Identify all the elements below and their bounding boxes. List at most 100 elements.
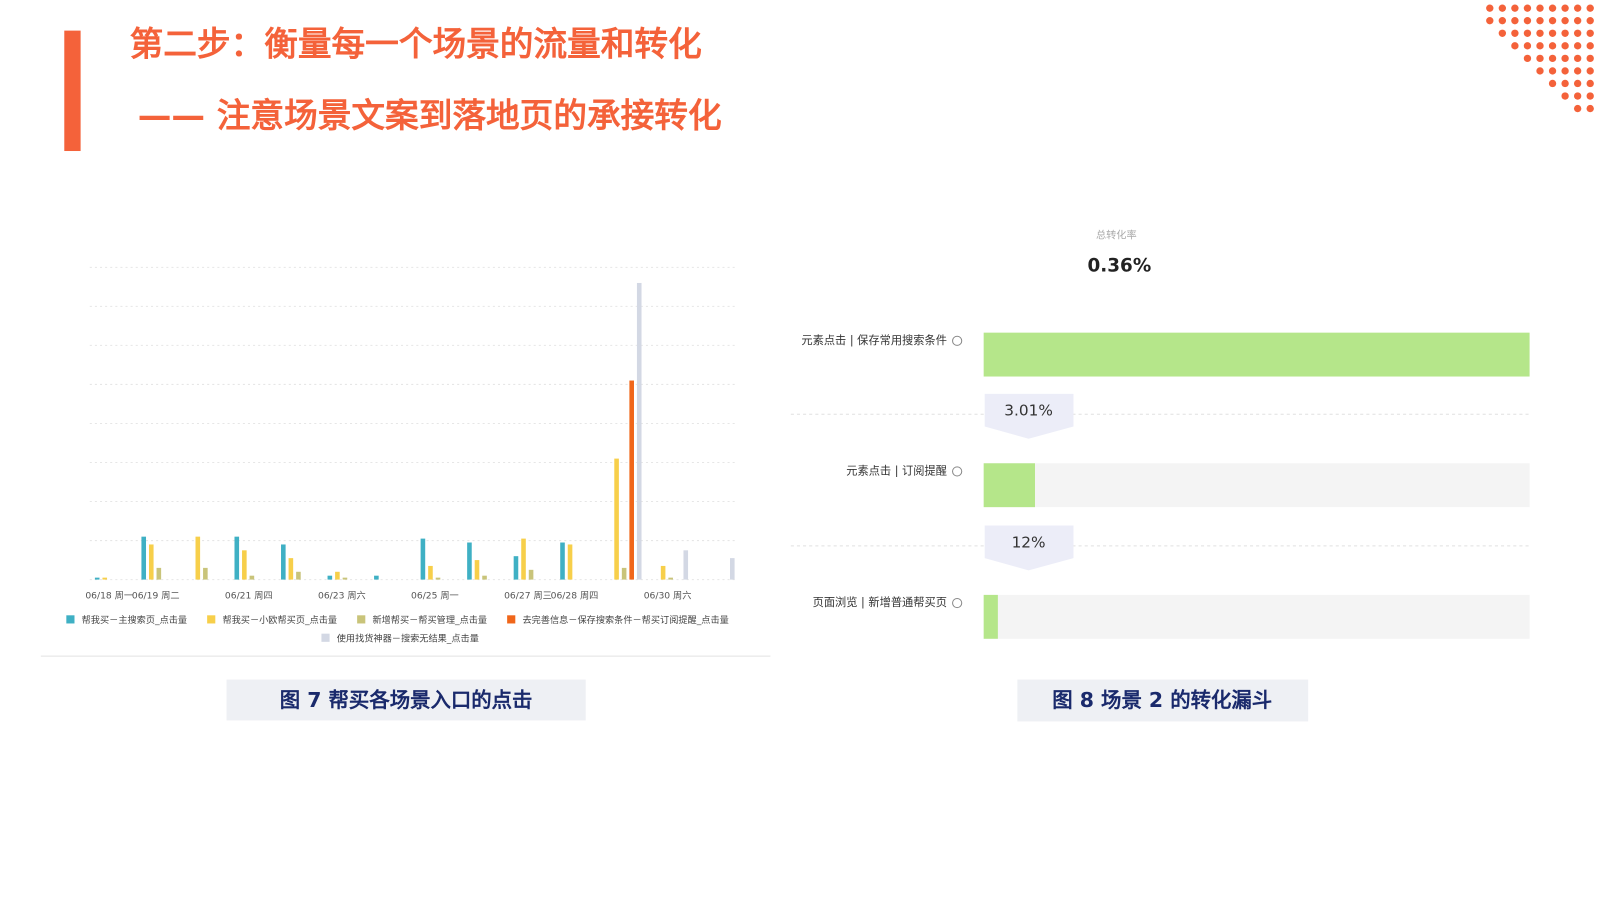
caption: 图 7 帮买各场景入口的点击 bbox=[280, 688, 533, 712]
decor-dot bbox=[1511, 42, 1519, 50]
bar bbox=[288, 558, 294, 580]
stage-label: 页面浏览 | 新增普通帮买页 bbox=[813, 595, 947, 609]
total-value: 0.36% bbox=[1088, 255, 1152, 276]
decor-dot bbox=[1498, 29, 1507, 37]
decor-dot bbox=[1536, 29, 1544, 37]
x-tick-label: 06/23 周六 bbox=[318, 589, 366, 601]
rate-box bbox=[984, 393, 1074, 439]
decor-dot bbox=[1561, 92, 1569, 100]
decor-dot bbox=[1586, 17, 1594, 25]
decor-dot bbox=[1511, 17, 1519, 25]
decor-dot bbox=[1523, 17, 1532, 25]
bar bbox=[249, 575, 255, 580]
decor-dot bbox=[1586, 29, 1594, 37]
total-label: 总转化率 bbox=[1096, 229, 1137, 242]
bar bbox=[567, 544, 573, 580]
accent-bar bbox=[64, 30, 81, 152]
x-tick-label: 06/21 周四 bbox=[225, 590, 273, 601]
caption-box bbox=[226, 679, 586, 721]
funnel-bar bbox=[983, 332, 1530, 377]
decor-dot bbox=[1586, 92, 1594, 100]
bar bbox=[102, 577, 108, 580]
decor-dot bbox=[1573, 29, 1582, 37]
decor-dot bbox=[1573, 17, 1582, 25]
decor-dot bbox=[1536, 17, 1544, 25]
x-tick-label: 06/19 周二 bbox=[132, 590, 180, 601]
caption-box bbox=[1017, 679, 1309, 722]
legend-swatch bbox=[321, 633, 330, 642]
decor-dot bbox=[1511, 29, 1519, 37]
bar bbox=[482, 575, 487, 580]
bar bbox=[156, 567, 162, 580]
decor-dot bbox=[1548, 67, 1557, 75]
decor-dot bbox=[1561, 54, 1569, 63]
decor-dot bbox=[1561, 17, 1569, 25]
bar bbox=[296, 571, 301, 580]
bar bbox=[560, 542, 565, 580]
decor-dot bbox=[1573, 54, 1582, 63]
bar bbox=[420, 538, 426, 580]
decor-dot bbox=[1548, 4, 1557, 12]
x-tick-label: 06/30 周六 bbox=[644, 589, 692, 601]
decor-dot bbox=[1586, 4, 1594, 12]
bar bbox=[621, 567, 627, 580]
caption: 图 8 场景 2 的转化漏斗 bbox=[1052, 688, 1272, 712]
decor-dot bbox=[1561, 29, 1569, 37]
decor-dot bbox=[1573, 67, 1582, 75]
funnel-bar bbox=[983, 594, 998, 639]
title: 第二步：衡量每一个场景的流量和转化 bbox=[130, 24, 702, 63]
bar bbox=[203, 567, 208, 580]
decor-dot bbox=[1573, 92, 1582, 100]
bar bbox=[528, 569, 534, 580]
legend-label: 帮我买－小欧帮买页_点击量 bbox=[222, 614, 337, 626]
decor-dot bbox=[1573, 79, 1582, 88]
bar bbox=[234, 536, 240, 580]
bar bbox=[629, 380, 634, 580]
bar bbox=[660, 565, 666, 580]
decor-dot bbox=[1573, 42, 1582, 50]
decor-dot bbox=[1573, 104, 1582, 113]
x-tick-label: 06/28 周四 bbox=[551, 590, 599, 601]
decor-dot bbox=[1486, 4, 1494, 12]
bar bbox=[474, 560, 480, 580]
funnel-bar bbox=[983, 463, 1035, 508]
decor-dot bbox=[1561, 42, 1569, 50]
bar bbox=[195, 536, 201, 580]
x-tick-label: 06/27 周三 bbox=[504, 590, 552, 601]
decor-dot bbox=[1523, 42, 1532, 50]
decor-dot bbox=[1486, 17, 1494, 25]
decor-dot bbox=[1586, 67, 1594, 75]
bar bbox=[335, 571, 340, 580]
bar bbox=[614, 458, 619, 580]
info-icon bbox=[952, 335, 963, 346]
x-tick-label: 06/18 周一 bbox=[85, 590, 133, 601]
decor-dot bbox=[1536, 42, 1544, 50]
bar bbox=[342, 577, 348, 580]
info-icon bbox=[952, 597, 963, 609]
decor-dot bbox=[1536, 4, 1544, 12]
decor-dot bbox=[1511, 4, 1519, 12]
legend-label: 去完善信息－保存搜索条件－帮买订阅提醒_点击量 bbox=[522, 614, 728, 626]
decor-dot bbox=[1548, 79, 1557, 88]
decor-dot bbox=[1548, 54, 1557, 63]
rate-label: 12% bbox=[1012, 533, 1046, 551]
legend-swatch bbox=[357, 615, 366, 624]
subtitle: —— 注意场景文案到落地页的承接转化 bbox=[138, 96, 722, 135]
bar bbox=[141, 536, 147, 580]
legend-swatch bbox=[507, 615, 516, 624]
decor-dot bbox=[1523, 54, 1532, 63]
decor-dot bbox=[1561, 79, 1569, 88]
bar bbox=[242, 550, 247, 580]
bar bbox=[435, 577, 441, 580]
bar bbox=[521, 538, 526, 580]
decor-dot bbox=[1498, 17, 1507, 25]
bar bbox=[148, 544, 154, 580]
bar bbox=[668, 577, 673, 580]
bar bbox=[513, 556, 519, 580]
bar bbox=[94, 577, 100, 580]
bar bbox=[374, 575, 379, 580]
decor-dot bbox=[1523, 4, 1532, 12]
decor-dot bbox=[1573, 4, 1582, 12]
